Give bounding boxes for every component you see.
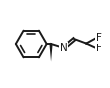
Text: F: F bbox=[96, 33, 102, 43]
Text: N: N bbox=[60, 43, 68, 53]
Polygon shape bbox=[50, 44, 53, 62]
Text: F: F bbox=[96, 43, 102, 53]
